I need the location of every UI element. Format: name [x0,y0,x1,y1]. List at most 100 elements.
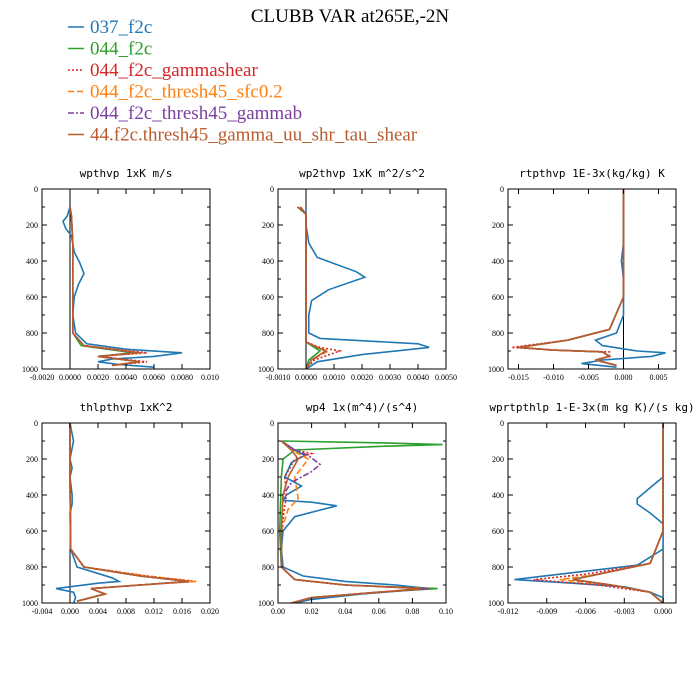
y-tick-label: 600 [492,293,504,302]
y-tick-label: 400 [262,491,274,500]
panel-3: thlpthvp 1xK^2 0 200 400 600 800 1000-0.004 0.0… [22,401,219,616]
y-tick-label: 1000 [488,365,504,374]
y-tick-label: 0 [34,419,38,428]
panel-title: wprtpthlp 1-E-3x(m kg K)/(s kg) [489,401,694,414]
x-tick-label: -0.012 [498,607,519,616]
x-tick-label: 0.000 [61,607,79,616]
x-tick-label: -0.006 [575,607,596,616]
y-tick-label: 1000 [22,599,38,608]
legend-label-0: 037_f2c [90,17,152,38]
legend-label-2: 044_f2c_gammashear [90,60,258,81]
x-tick-label: -0.0010 [266,373,291,382]
x-tick-label: 0.005 [650,373,668,382]
series-line-5 [69,206,141,367]
legend-label-1: 044_f2c [90,39,152,60]
y-tick-label: 600 [26,293,38,302]
y-tick-label: 400 [26,491,38,500]
panel-title: wp4 1x(m^4)/(s^4) [306,401,419,414]
y-tick-label: 400 [262,257,274,266]
x-tick-label: 0.012 [145,607,163,616]
series-line-5 [299,206,328,369]
x-tick-label: -0.0020 [30,373,55,382]
series-line-0 [305,207,430,369]
x-tick-label: 0.0020 [351,373,373,382]
legend-label-4: 044_f2c_thresh45_gammab [90,103,302,124]
y-tick-label: 400 [492,491,504,500]
x-tick-label: 0.00 [271,607,285,616]
panel-2: rtpthvp 1E-3x(kg/kg) K02004006008001000-… [488,167,677,382]
x-tick-label: -0.010 [543,373,564,382]
x-tick-label: 0.008 [117,607,135,616]
panel-title: thlpthvp 1xK^2 [80,401,173,414]
x-tick-label: 0.0020 [87,373,109,382]
x-tick-label: -0.015 [508,373,529,382]
y-tick-label: 0 [500,419,504,428]
y-tick-label: 1000 [488,599,504,608]
y-tick-label: 800 [492,329,504,338]
legend: 037_f2c044_f2c044_f2c_gammashear044_f2c_… [68,17,418,146]
x-tick-label: 0.004 [89,607,107,616]
x-tick-label: 0.016 [173,607,191,616]
y-tick-label: 600 [26,527,38,536]
x-tick-label: 0.06 [372,607,386,616]
panel-title: rtpthvp 1E-3x(kg/kg) K [519,167,665,180]
panel-0: wpthvp 1xK m/s 0 200 400 600 800 1000-0.0020 0.… [22,167,219,382]
x-tick-label: -0.004 [32,607,53,616]
x-tick-label: 0.000 [654,607,672,616]
figure-title: CLUBB VAR at265E,-2N [251,6,450,27]
x-tick-label: -0.005 [578,373,599,382]
x-tick-label: 0.0040 [407,373,429,382]
y-tick-label: 0 [270,185,274,194]
y-tick-label: 800 [26,563,38,572]
x-tick-label: 0.010 [201,373,219,382]
panel-title: wpthvp 1xK m/s [80,167,173,180]
y-tick-label: 1000 [258,599,274,608]
x-tick-label: 0.0030 [379,373,401,382]
x-tick-label: 0.0000 [59,373,81,382]
x-tick-label: 0.000 [615,373,633,382]
series-line-5 [69,423,190,602]
y-tick-label: 200 [262,455,274,464]
series-line-5 [572,423,664,603]
y-tick-label: 800 [262,563,274,572]
x-tick-label: 0.10 [439,607,453,616]
panel-title: wp2thvp 1xK m^2/s^2 [299,167,425,180]
x-tick-label: 0.02 [305,607,319,616]
x-tick-label: 0.0040 [115,373,137,382]
y-tick-label: 1000 [22,365,38,374]
panel-5: wprtpthlp 1-E-3x(m kg K)/(s kg) 0 200 400 60… [488,401,695,616]
x-tick-label: 0.020 [201,607,219,616]
x-tick-label: -0.009 [536,607,557,616]
x-tick-label: 0.08 [405,607,419,616]
panel-1: wp2thvp 1xK m^2/s^2 0 200 400 600 800 1000-0.0… [258,167,457,382]
y-tick-label: 600 [262,293,274,302]
x-tick-label: 0.04 [338,607,352,616]
x-tick-label: -0.003 [614,607,635,616]
x-tick-label: 0.0060 [143,373,165,382]
x-tick-label: 0.0010 [323,373,345,382]
x-tick-label: 0.0050 [435,373,457,382]
legend-label-3: 044_f2c_thresh45_sfc0.2 [90,82,283,103]
y-tick-label: 200 [492,221,504,230]
legend-label-5: 44.f2c.thresh45_gamma_uu_shr_tau_shear [90,125,418,146]
y-tick-label: 800 [262,329,274,338]
y-tick-label: 800 [492,563,504,572]
series-line-5 [518,189,625,367]
y-tick-label: 200 [262,221,274,230]
y-tick-label: 0 [500,185,504,194]
y-tick-label: 400 [26,257,38,266]
y-tick-label: 0 [270,419,274,428]
y-tick-label: 1000 [258,365,274,374]
series-line-0 [581,189,666,368]
y-tick-label: 200 [492,455,504,464]
y-tick-label: 400 [492,257,504,266]
y-tick-label: 800 [26,329,38,338]
x-tick-label: 0.0000 [295,373,317,382]
y-tick-label: 200 [26,221,38,230]
y-tick-label: 600 [262,527,274,536]
y-tick-label: 200 [26,455,38,464]
y-tick-label: 600 [492,527,504,536]
